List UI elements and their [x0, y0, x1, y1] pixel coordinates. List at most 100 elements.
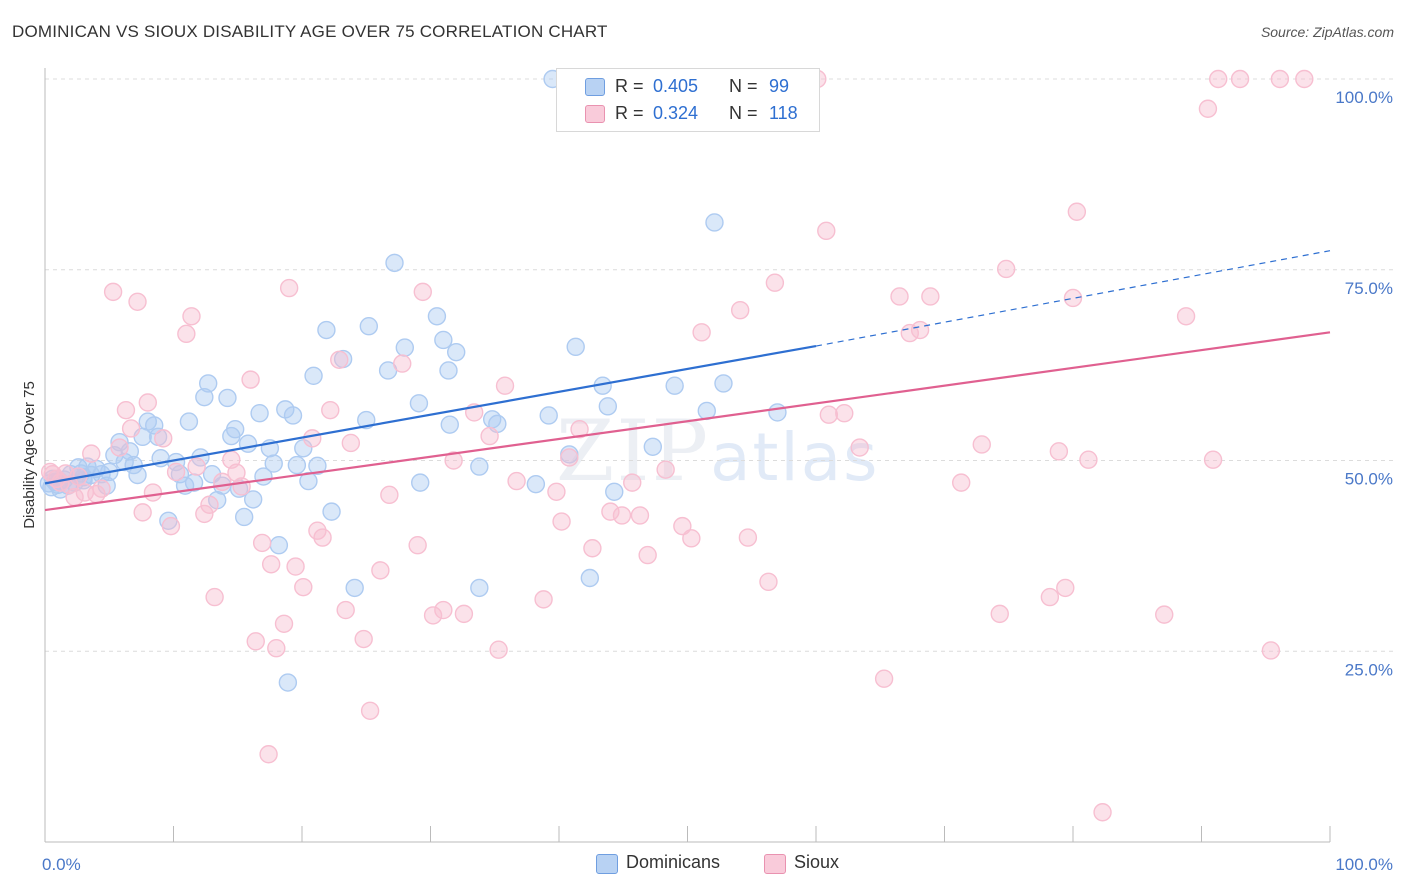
sioux-point: [656, 460, 675, 479]
dominican-point: [287, 455, 307, 475]
dominican-point: [308, 456, 327, 476]
dominican-point: [145, 416, 164, 435]
sioux-point: [630, 506, 650, 525]
dominican-point: [278, 673, 298, 692]
sioux-point: [286, 557, 305, 576]
sioux-point: [890, 287, 909, 306]
sioux-point: [205, 587, 224, 607]
y-tick-label: 25.0%: [1345, 660, 1393, 679]
sioux-point: [259, 745, 278, 764]
sioux-point: [241, 370, 260, 389]
legend-r-value: 0.405: [653, 76, 699, 96]
sioux-point: [1270, 69, 1290, 89]
sioux-point: [682, 529, 701, 548]
sioux-point: [423, 606, 443, 625]
watermark-zip: ZIP: [556, 402, 711, 500]
sioux-point: [227, 463, 246, 482]
sioux-point: [952, 473, 971, 492]
sioux-point: [638, 545, 657, 565]
dominican-point: [434, 330, 453, 350]
zipatlas-watermark: ZIPatlas: [556, 402, 880, 500]
y-axis-label: Disability Age Over 75: [21, 381, 38, 529]
sioux-point: [495, 376, 515, 395]
sioux-point: [434, 600, 453, 620]
dominican-point: [526, 474, 546, 494]
sioux-point: [360, 701, 380, 720]
sioux-point: [1040, 587, 1060, 607]
dominican-point: [427, 307, 447, 326]
sioux-point: [336, 600, 355, 620]
sioux-point: [765, 273, 785, 292]
legend-n-value: 99: [769, 76, 790, 96]
dominican-point: [218, 388, 237, 408]
dominican-point: [269, 535, 289, 555]
sioux-point: [267, 638, 286, 658]
dominican-point: [447, 342, 466, 362]
trend-lines: [44, 250, 1331, 512]
legend-n-label: N =: [729, 103, 758, 123]
sioux-point: [354, 629, 373, 649]
dominican-point: [665, 376, 684, 395]
sioux-point: [817, 221, 836, 241]
dominican-point: [439, 361, 458, 380]
dominican-point: [304, 366, 323, 386]
dominican-point: [195, 387, 214, 407]
sioux-point: [161, 516, 181, 536]
dominican-point: [409, 394, 429, 413]
sioux-point: [330, 350, 349, 369]
sioux-point: [996, 259, 1016, 279]
dominican-point: [250, 403, 269, 423]
sioux-point: [380, 485, 399, 505]
dominican-point: [179, 412, 199, 431]
sioux-point: [612, 506, 632, 525]
sioux-point: [313, 528, 332, 547]
sioux-point: [1079, 450, 1098, 469]
x-tick-label: 0.0%: [42, 855, 81, 874]
legend-n-label: N =: [729, 76, 758, 96]
stats-legend: R = 0.405 N = 99 R = 0.324 N = 118: [556, 68, 820, 132]
sioux-point: [1176, 307, 1196, 326]
sioux-point: [121, 419, 141, 438]
sioux-point: [489, 640, 508, 659]
sioux-point: [371, 561, 390, 580]
sioux-point: [910, 320, 930, 340]
dominicans-points: [39, 69, 787, 692]
sioux-point: [835, 403, 854, 423]
sioux-point: [583, 539, 602, 558]
legend-row-dominicans: R = 0.405 N = 99: [557, 75, 819, 99]
sioux-point: [252, 533, 272, 553]
dominican-point: [283, 406, 303, 425]
sioux-point: [195, 504, 214, 524]
dominican-point: [598, 397, 618, 416]
sioux-point: [601, 502, 620, 521]
x-tick-label: 100.0%: [1335, 855, 1393, 874]
dominican-point: [768, 403, 787, 422]
dominican-point: [566, 337, 585, 357]
dominican-point: [539, 406, 558, 425]
sioux-point: [673, 516, 692, 536]
y-tick-label: 75.0%: [1345, 279, 1393, 298]
sioux-point: [507, 471, 526, 491]
watermark-atlas: atlas: [710, 419, 880, 496]
sioux-point: [116, 400, 136, 420]
sioux-point: [138, 393, 158, 412]
sioux-point: [154, 429, 173, 448]
dominican-point: [234, 507, 254, 527]
sioux-point: [874, 669, 894, 688]
sioux-point: [850, 438, 869, 457]
legend-swatch-sioux: [585, 105, 605, 123]
sioux-point: [200, 495, 219, 514]
legend-r-label: R =: [615, 103, 644, 123]
sioux-point: [1056, 578, 1075, 598]
sioux-point: [1063, 288, 1083, 308]
sioux-point: [393, 354, 412, 373]
sioux-point: [1049, 442, 1069, 461]
sioux-point: [759, 572, 778, 592]
bottom-legend-swatch-dominicans: [596, 854, 618, 874]
sioux-point: [480, 426, 499, 446]
sioux-point: [187, 457, 206, 476]
legend-n-value: 118: [769, 103, 798, 123]
sioux-point: [246, 632, 265, 651]
grid-lines: [45, 78, 1393, 652]
